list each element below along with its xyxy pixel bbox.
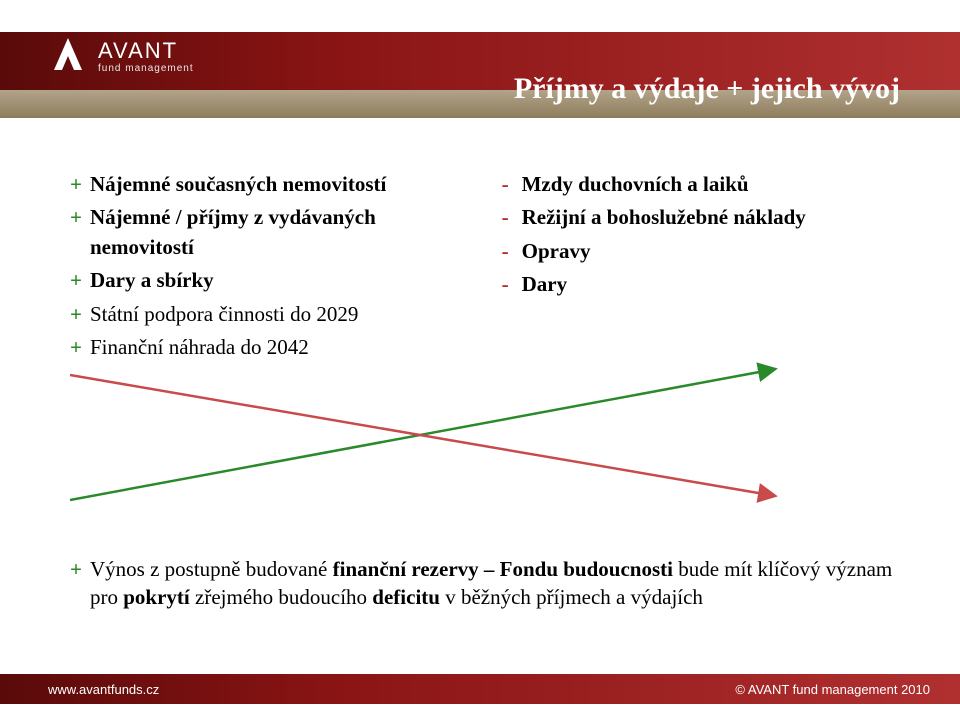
plus-icon: +: [70, 555, 90, 583]
footer-band: www.avantfunds.cz © AVANT fund managemen…: [0, 674, 960, 704]
minus-icon: -: [502, 237, 522, 266]
list-item-label: Nájemné / příjmy z vydávaných nemovitost…: [90, 203, 468, 262]
list-item: -Dary: [502, 270, 900, 299]
bottom-paragraph: + Výnos z postupně budované finanční rez…: [70, 555, 900, 612]
list-item-label: Státní podpora činnosti do 2029: [90, 300, 358, 329]
bullet-columns: +Nájemné současných nemovitostí+Nájemné …: [70, 170, 900, 366]
list-item: +Nájemné / příjmy z vydávaných nemovitos…: [70, 203, 468, 262]
footer-copyright: © AVANT fund management 2010: [735, 682, 930, 697]
emphasis-text: deficitu: [372, 585, 440, 609]
list-item: -Mzdy duchovních a laiků: [502, 170, 900, 199]
list-item-label: Opravy: [522, 237, 591, 266]
list-item-label: Nájemné současných nemovitostí: [90, 170, 386, 199]
list-item: +Státní podpora činnosti do 2029: [70, 300, 468, 329]
plus-icon: +: [70, 170, 90, 199]
brand-logo: AVANT fund management: [48, 34, 194, 79]
list-item: -Opravy: [502, 237, 900, 266]
brand-sub: fund management: [98, 64, 194, 74]
list-item-label: Dary: [522, 270, 568, 299]
plus-icon: +: [70, 266, 90, 295]
body-text: v běžných příjmech a výdajích: [440, 585, 703, 609]
minus-icon: -: [502, 170, 522, 199]
list-item: +Dary a sbírky: [70, 266, 468, 295]
footer-url: www.avantfunds.cz: [48, 682, 159, 697]
header-band: AVANT fund management Příjmy a výdaje + …: [0, 32, 960, 118]
red-trend: [70, 375, 770, 495]
page-title: Příjmy a výdaje + jejich vývoj: [514, 72, 900, 106]
list-item-label: Režijní a bohoslužebné náklady: [522, 203, 806, 232]
slide: AVANT fund management Příjmy a výdaje + …: [0, 0, 960, 716]
brand-text: AVANT fund management: [98, 40, 194, 74]
bottom-paragraph-text: Výnos z postupně budované finanční rezer…: [90, 555, 900, 612]
brand-name: AVANT: [98, 40, 194, 62]
trend-chart: [70, 340, 900, 530]
emphasis-text: pokrytí: [123, 585, 190, 609]
plus-icon: +: [70, 203, 90, 232]
body-text: zřejmého budoucího: [190, 585, 373, 609]
minus-icon: -: [502, 270, 522, 299]
left-column: +Nájemné současných nemovitostí+Nájemné …: [70, 170, 468, 366]
avant-logo-icon: [48, 34, 88, 79]
list-item-label: Dary a sbírky: [90, 266, 214, 295]
list-item-label: Mzdy duchovních a laiků: [522, 170, 749, 199]
body-text: Výnos z postupně budované: [90, 557, 333, 581]
list-item: +Nájemné současných nemovitostí: [70, 170, 468, 199]
emphasis-text: finanční rezervy – Fondu budoucnosti: [333, 557, 673, 581]
right-column: -Mzdy duchovních a laiků-Režijní a bohos…: [502, 170, 900, 366]
plus-icon: +: [70, 300, 90, 329]
minus-icon: -: [502, 203, 522, 232]
list-item: -Režijní a bohoslužebné náklady: [502, 203, 900, 232]
